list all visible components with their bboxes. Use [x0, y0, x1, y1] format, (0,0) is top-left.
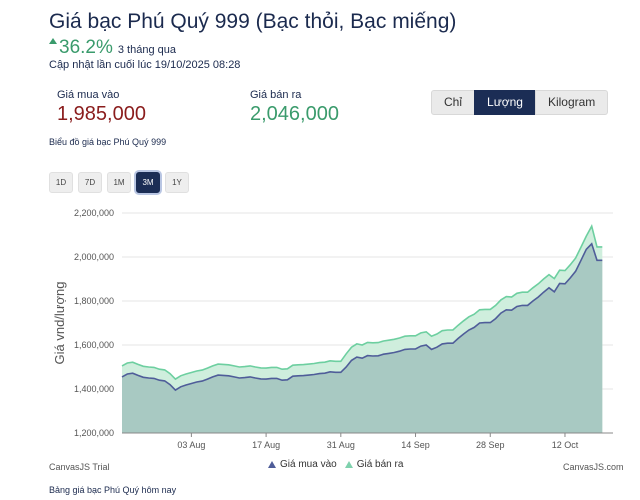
price-change: 36.2% 3 tháng qua — [49, 37, 176, 59]
buy-series-marker-icon — [268, 461, 276, 468]
canvasjs-trial-label: CanvasJS Trial — [49, 462, 110, 472]
range-button-1y[interactable]: 1Y — [165, 172, 189, 193]
range-button-1d[interactable]: 1D — [49, 172, 73, 193]
canvasjs-credit-link[interactable]: CanvasJS.com — [563, 462, 624, 472]
y-tick-label: 2,000,000 — [74, 252, 114, 262]
x-tick-label: 17 Aug — [252, 440, 280, 450]
price-table-heading: Bảng giá bạc Phú Quý hôm nay — [49, 485, 177, 495]
x-tick-label: 14 Sep — [401, 440, 430, 450]
sell-series-marker-icon — [344, 461, 353, 468]
legend-item-buy[interactable]: Giá mua vào — [268, 459, 337, 470]
legend-label-sell: Giá bán ra — [356, 459, 404, 470]
unit-button-kilogram[interactable]: Kilogram — [534, 90, 609, 115]
change-percent: 36.2% — [59, 37, 113, 58]
legend-item-sell[interactable]: Giá bán ra — [344, 459, 404, 470]
buy-series-area — [122, 243, 603, 433]
chart-legend: Giá mua vào Giá bán ra — [268, 459, 411, 470]
x-tick-label: 28 Sep — [476, 440, 505, 450]
range-selector: 1D 7D 1M 3M 1Y — [49, 172, 194, 193]
x-tick-label: 31 Aug — [327, 440, 355, 450]
sell-price-box: Giá bán ra 2,046,000 — [250, 89, 339, 126]
unit-button-luong[interactable]: Lượng — [474, 90, 536, 115]
buy-series-line — [121, 242, 603, 392]
chart-caption: Biểu đồ giá bạc Phú Quý 999 — [49, 137, 167, 147]
unit-toggle: Chỉ Lượng Kilogram — [431, 90, 609, 115]
trend-up-icon — [49, 38, 57, 44]
range-button-3m[interactable]: 3M — [136, 172, 160, 193]
y-axis-title: Giá vnd/lượng — [52, 282, 67, 365]
x-tick-label: 12 Oct — [552, 440, 579, 450]
x-tick-label: 03 Aug — [177, 440, 205, 450]
sell-series-line — [121, 224, 603, 381]
y-tick-label: 1,400,000 — [74, 384, 114, 394]
sell-price-value: 2,046,000 — [250, 103, 339, 125]
y-tick-label: 1,800,000 — [74, 296, 114, 306]
y-tick-label: 2,200,000 — [74, 208, 114, 218]
y-tick-label: 1,200,000 — [74, 428, 114, 438]
buy-price-value: 1,985,000 — [57, 103, 146, 125]
change-period: 3 tháng qua — [117, 44, 176, 56]
range-button-1m[interactable]: 1M — [107, 172, 131, 193]
y-tick-label: 1,600,000 — [74, 340, 114, 350]
buy-price-box: Giá mua vào 1,985,000 — [57, 89, 146, 126]
legend-label-buy: Giá mua vào — [280, 459, 337, 470]
buy-price-label: Giá mua vào — [57, 89, 120, 101]
range-button-7d[interactable]: 7D — [78, 172, 102, 193]
unit-button-chi[interactable]: Chỉ — [431, 90, 476, 115]
sell-price-label: Giá bán ra — [250, 89, 302, 101]
last-updated: Cập nhật lần cuối lúc 19/10/2025 08:28 — [49, 59, 241, 71]
page-title: Giá bạc Phú Quý 999 (Bạc thỏi, Bạc miếng… — [49, 10, 457, 33]
